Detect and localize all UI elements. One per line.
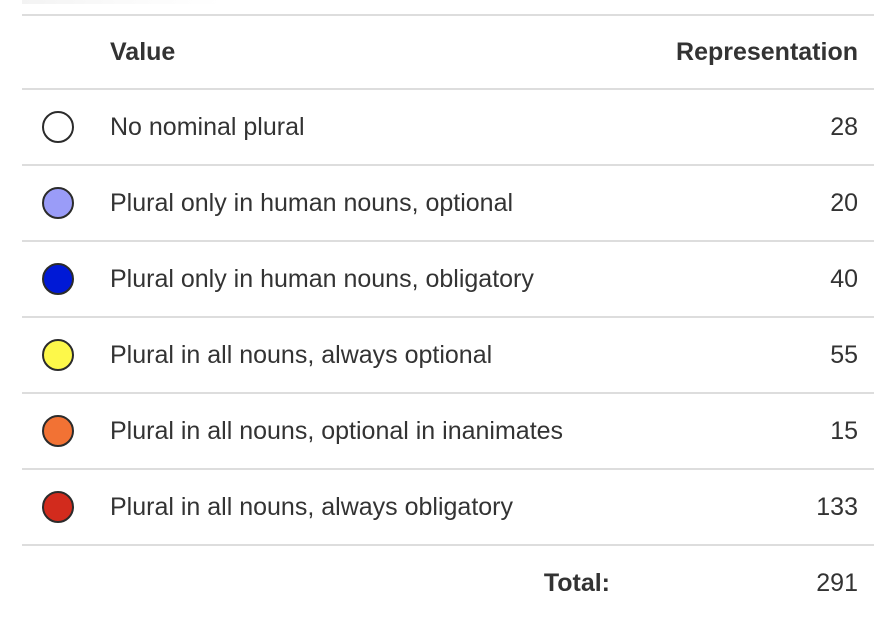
swatch-cell	[22, 164, 110, 241]
table-row: Plural in all nouns, optional in inanima…	[22, 392, 874, 469]
representation-column-header[interactable]: Representation	[614, 14, 874, 89]
swatch-cell	[22, 468, 110, 545]
table-row: No nominal plural 28	[22, 88, 874, 165]
representation-count: 40	[614, 240, 874, 317]
feature-values-table: Value Representation No nominal plural 2…	[22, 14, 874, 620]
value-label[interactable]: Plural only in human nouns, optional	[110, 164, 614, 241]
value-label[interactable]: Plural in all nouns, optional in inanima…	[110, 392, 614, 469]
value-column-header[interactable]: Value	[110, 14, 614, 89]
circle-icon[interactable]	[42, 415, 74, 448]
total-spacer	[22, 544, 110, 620]
value-label[interactable]: No nominal plural	[110, 88, 614, 165]
value-label[interactable]: Plural only in human nouns, obligatory	[110, 240, 614, 317]
representation-count: 20	[614, 164, 874, 241]
total-label-cell: Total:	[110, 544, 614, 620]
total-label: Total:	[543, 569, 610, 597]
total-row: Total: 291	[22, 544, 874, 620]
table-row: Plural in all nouns, always optional 55	[22, 316, 874, 393]
top-edge-shadow	[22, 0, 222, 4]
representation-count: 133	[614, 468, 874, 545]
table-row: Plural only in human nouns, optional 20	[22, 164, 874, 241]
table-row: Plural in all nouns, always obligatory 1…	[22, 468, 874, 545]
value-label[interactable]: Plural in all nouns, always obligatory	[110, 468, 614, 545]
circle-icon[interactable]	[42, 491, 74, 524]
representation-count: 55	[614, 316, 874, 393]
swatch-column-header	[22, 14, 110, 89]
swatch-cell	[22, 392, 110, 469]
circle-icon[interactable]	[42, 339, 74, 372]
representation-count: 15	[614, 392, 874, 469]
value-label[interactable]: Plural in all nouns, always optional	[110, 316, 614, 393]
representation-count: 28	[614, 88, 874, 165]
swatch-cell	[22, 88, 110, 165]
circle-icon[interactable]	[42, 187, 74, 220]
total-value: 291	[614, 544, 874, 620]
swatch-cell	[22, 316, 110, 393]
swatch-cell	[22, 240, 110, 317]
circle-icon[interactable]	[42, 263, 74, 296]
circle-icon[interactable]	[42, 111, 74, 144]
table-row: Plural only in human nouns, obligatory 4…	[22, 240, 874, 317]
table-header-row: Value Representation	[22, 14, 874, 89]
